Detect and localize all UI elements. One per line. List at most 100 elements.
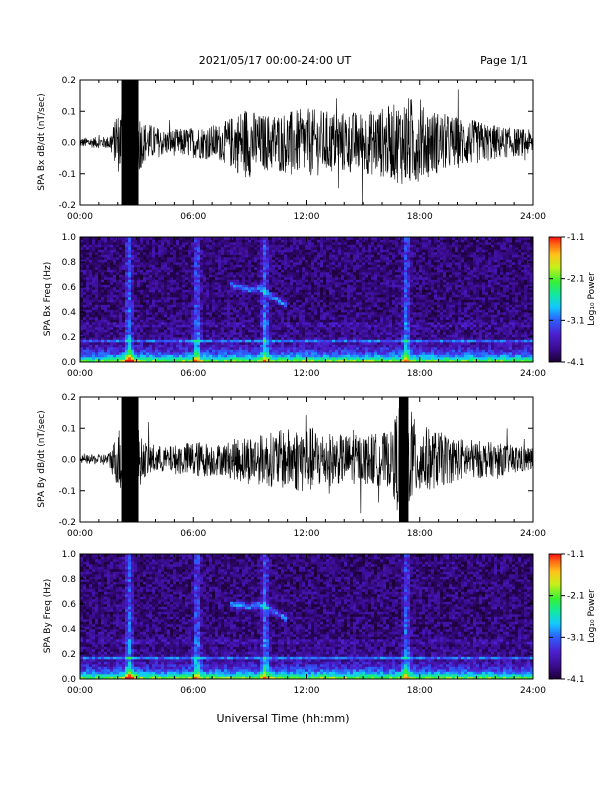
spectrogram-cell xyxy=(302,349,306,353)
spectrogram-cell xyxy=(323,347,327,350)
spectrogram-cell xyxy=(413,287,417,290)
spectrogram-cell xyxy=(128,359,132,363)
spectrogram-cell xyxy=(110,302,114,305)
spectrogram-cell xyxy=(410,354,414,358)
spectrogram-cell xyxy=(224,324,228,328)
spectrogram-cell xyxy=(245,279,249,283)
spectrogram-cell xyxy=(212,304,216,308)
spectrogram-cell xyxy=(341,339,345,343)
spectrogram-cell xyxy=(326,329,330,333)
spectrogram-cell xyxy=(170,339,174,343)
spectrogram-cell xyxy=(203,347,207,350)
spectrogram-cell xyxy=(338,357,342,360)
spectrogram-cell xyxy=(500,292,504,295)
spectrogram-cell xyxy=(470,309,474,313)
spectrogram-cell xyxy=(464,359,468,363)
spectrogram-cell xyxy=(488,332,492,335)
spectrogram-cell xyxy=(227,309,231,313)
spectrogram-cell xyxy=(389,329,393,333)
spectrogram-cell xyxy=(452,357,456,360)
spectrogram-cell xyxy=(311,294,315,298)
spectrogram-cell xyxy=(374,322,378,325)
spectrogram-cell xyxy=(215,359,219,363)
spectrogram-cell xyxy=(332,337,336,340)
spectrogram-cell xyxy=(149,289,153,293)
spectrogram-cell xyxy=(224,282,228,285)
spectrogram-cell xyxy=(359,354,363,358)
spectrogram-cell xyxy=(224,354,228,358)
spectrogram-cell xyxy=(281,339,285,343)
spectrogram-cell xyxy=(392,282,396,285)
spectrogram-cell xyxy=(353,342,357,345)
spectrogram-cell xyxy=(113,302,117,305)
spectrogram-cell xyxy=(470,347,474,350)
spectrogram-cell xyxy=(482,347,486,350)
spectrogram-cell xyxy=(239,347,243,350)
spectrogram-cell xyxy=(422,349,426,353)
spectrogram-cell xyxy=(155,307,159,310)
spectrogram-cell xyxy=(386,322,390,325)
spectrogram-cell xyxy=(506,339,510,343)
spectrogram-cell xyxy=(383,359,387,363)
spectrogram-cell xyxy=(386,284,390,288)
spectrogram-cell xyxy=(353,289,357,293)
spectrogram-cell xyxy=(395,334,399,338)
spectrogram-cell xyxy=(527,337,531,340)
spectrogram-cell xyxy=(326,317,330,320)
spectrogram-cell xyxy=(431,357,435,360)
spectrogram-cell xyxy=(173,319,177,323)
spectrogram-cell xyxy=(407,344,411,348)
spectrogram-cell xyxy=(353,322,357,325)
spectrogram-cell xyxy=(425,314,429,318)
spectrogram-cell xyxy=(107,299,111,303)
spectrogram-cell xyxy=(431,314,435,318)
spectrogram-cell xyxy=(503,319,507,323)
spectrogram-cell xyxy=(104,359,108,363)
spectrogram-cell xyxy=(206,327,210,330)
spectrogram-cell xyxy=(380,314,384,318)
spectrogram-cell xyxy=(485,294,489,298)
spectrogram-cell xyxy=(458,289,462,293)
spectrogram-cell xyxy=(287,282,291,285)
spectrogram-cell xyxy=(476,324,480,328)
spectrogram-cell xyxy=(239,302,243,305)
spectrogram-cell xyxy=(332,292,336,295)
spectrogram-cell xyxy=(206,337,210,340)
spectrogram-cell xyxy=(485,339,489,343)
spectrogram-cell xyxy=(128,317,132,320)
spectrogram-cell xyxy=(104,354,108,358)
spectrogram-cell xyxy=(131,347,135,350)
spectrogram-cell xyxy=(287,349,291,353)
spectrogram-cell xyxy=(302,334,306,338)
spectrogram-cell xyxy=(440,332,444,335)
spectrogram-cell xyxy=(194,342,198,345)
spectrogram-cell xyxy=(371,289,375,293)
spectrogram-cell xyxy=(440,322,444,325)
spectrogram-cell xyxy=(122,339,126,343)
spectrogram-cell xyxy=(344,317,348,320)
spectrogram-cell xyxy=(152,299,156,303)
spectrogram-cell xyxy=(140,314,144,318)
spectrogram-cell xyxy=(275,287,279,290)
spectrogram-cell xyxy=(497,312,501,315)
spectrogram-cell xyxy=(134,287,138,290)
spectrogram-cell xyxy=(128,332,132,335)
spectrogram-cell xyxy=(230,339,234,343)
spectrogram-cell xyxy=(182,342,186,345)
spectrogram-cell xyxy=(170,342,174,345)
spectrogram-cell xyxy=(503,282,507,285)
spectrogram-cell xyxy=(308,294,312,298)
spectrogram-cell xyxy=(512,342,516,345)
spectrogram-cell xyxy=(503,354,507,358)
spectrogram-cell xyxy=(263,357,267,360)
spectrogram-cell xyxy=(197,339,201,343)
spectrogram-cell xyxy=(353,309,357,313)
spectrogram-cell xyxy=(335,337,339,340)
spectrogram-cell xyxy=(317,302,321,305)
spectrogram-cell xyxy=(131,297,135,300)
page-indicator: Page 1/1 xyxy=(480,54,528,67)
spectrogram-cell xyxy=(179,334,183,338)
spectrogram-cell xyxy=(152,339,156,343)
spectrogram-cell xyxy=(512,314,516,318)
spectrogram-cell xyxy=(242,279,246,283)
